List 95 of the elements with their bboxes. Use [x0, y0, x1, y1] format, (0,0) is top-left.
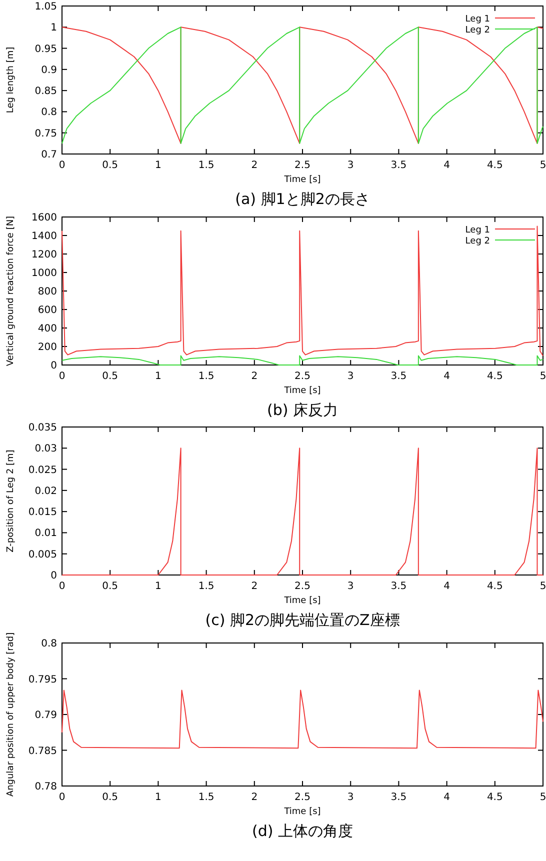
- x-tick-label: 0.5: [102, 160, 118, 171]
- y-axis-title: Vertical ground reaction force [N]: [6, 216, 16, 366]
- x-tick-label: 0.5: [102, 792, 118, 803]
- x-tick-label: 5: [540, 160, 546, 171]
- x-tick-label: 4.5: [486, 371, 503, 382]
- x-tick-label: 0: [58, 792, 66, 803]
- y-tick-label: 1000: [32, 268, 57, 279]
- text: (d) 上体の角度: [252, 822, 353, 840]
- x-tick-label: 1.5: [198, 160, 214, 171]
- y-axis-title: Leg length [m]: [6, 46, 16, 114]
- x-tick-label: 0.5: [102, 581, 118, 592]
- x-tick-label: 3: [347, 792, 354, 803]
- y-tick-label: 0.75: [34, 128, 57, 140]
- y-axis-title: Z-position of Leg 2 [m]: [6, 450, 16, 552]
- x-tick-label: 3: [347, 581, 354, 592]
- x-tick-label: 3.5: [390, 792, 407, 803]
- y-tick-label: 1400: [32, 231, 57, 242]
- x-tick-label: 4: [444, 160, 450, 171]
- y-tick-label: 0.035: [28, 422, 57, 434]
- x-axis-title: Time [s]: [283, 807, 321, 817]
- y-tick-label: 0: [50, 570, 57, 582]
- line-series: [62, 355, 544, 366]
- y-tick-label: 0.025: [28, 464, 57, 476]
- x-tick-label: 5: [540, 581, 546, 592]
- x-tick-label: 0: [58, 371, 66, 382]
- line-series: [62, 26, 544, 144]
- x-tick-label: 1: [155, 160, 162, 171]
- y-tick-label: 0.8: [41, 638, 57, 650]
- y-tick-label: 0: [50, 360, 57, 372]
- legend-label: Leg 2: [465, 26, 490, 36]
- x-tick-label: 2: [251, 371, 258, 382]
- legend-label: Leg 1: [465, 226, 490, 236]
- x-tick-label: 5: [540, 371, 546, 382]
- line-series: [62, 690, 544, 749]
- text: (a) 脚1と脚2の長さ: [235, 190, 370, 208]
- y-tick-label: 800: [38, 286, 57, 298]
- y-tick-label: 0.015: [28, 507, 57, 518]
- legend-label: Leg 2: [465, 236, 490, 246]
- text: (c) 脚2の脚先端位置のZ座標: [205, 611, 400, 629]
- x-tick-label: 3: [347, 371, 354, 382]
- x-tick-label: 4: [444, 792, 450, 803]
- y-tick-label: 0.79: [34, 710, 57, 721]
- x-tick-label: 2.5: [294, 371, 310, 382]
- y-tick-label: 0.95: [34, 44, 57, 55]
- y-tick-label: 1.05: [34, 2, 57, 12]
- y-tick-label: 0.85: [34, 86, 57, 98]
- x-tick-label: 2: [251, 581, 258, 592]
- y-tick-label: 1: [50, 22, 57, 34]
- x-tick-label: 1.5: [198, 581, 214, 592]
- x-tick-label: 1: [155, 581, 162, 592]
- y-tick-label: 0.9: [41, 64, 57, 76]
- y-tick-label: 0.005: [28, 549, 57, 560]
- y-tick-label: 0.02: [34, 486, 57, 497]
- x-tick-label: 3.5: [390, 160, 407, 171]
- x-tick-label: 4: [444, 371, 450, 382]
- y-axis-title: Angular position of upper body [rad]: [6, 632, 16, 797]
- x-tick-label: 2.5: [294, 581, 310, 592]
- line-series: [62, 226, 544, 356]
- x-tick-label: 0: [58, 160, 66, 171]
- x-tick-label: 3: [347, 160, 354, 171]
- y-tick-label: 600: [38, 305, 57, 316]
- x-tick-label: 2.5: [294, 792, 310, 803]
- y-tick-label: 0.785: [28, 746, 57, 757]
- x-axis-title: Time [s]: [283, 596, 321, 606]
- y-tick-label: 400: [38, 324, 57, 334]
- x-tick-label: 2: [251, 160, 258, 171]
- x-tick-label: 4.5: [486, 160, 503, 171]
- x-tick-label: 4.5: [486, 581, 503, 592]
- legend-label: Leg 1: [465, 14, 490, 24]
- text: (b) 床反力: [267, 401, 338, 419]
- y-tick-label: 0.01: [34, 528, 57, 540]
- x-tick-label: 2.5: [294, 160, 310, 171]
- x-tick-label: 1.5: [198, 792, 214, 803]
- x-tick-label: 3.5: [390, 581, 407, 592]
- y-tick-label: 0.7: [41, 150, 57, 160]
- y-tick-label: 1600: [32, 212, 57, 224]
- x-tick-label: 0: [58, 581, 66, 592]
- x-tick-label: 1: [155, 371, 162, 382]
- x-axis-title: Time [s]: [283, 386, 321, 396]
- x-tick-label: 4: [444, 581, 450, 592]
- x-tick-label: 1.5: [198, 371, 214, 382]
- x-tick-label: 5: [540, 792, 546, 803]
- y-tick-label: 0.03: [34, 444, 57, 455]
- x-tick-label: 0.5: [102, 371, 118, 382]
- y-tick-label: 200: [38, 342, 57, 353]
- y-tick-label: 0.795: [28, 674, 57, 686]
- x-tick-label: 2: [251, 792, 258, 803]
- y-tick-label: 1200: [32, 250, 57, 260]
- x-axis-title: Time [s]: [283, 175, 321, 185]
- y-tick-label: 0.78: [34, 782, 57, 792]
- y-tick-label: 0.8: [41, 107, 57, 118]
- line-series: [62, 448, 544, 576]
- x-tick-label: 1: [155, 792, 162, 803]
- x-tick-label: 4.5: [486, 792, 503, 803]
- x-tick-label: 3.5: [390, 371, 407, 382]
